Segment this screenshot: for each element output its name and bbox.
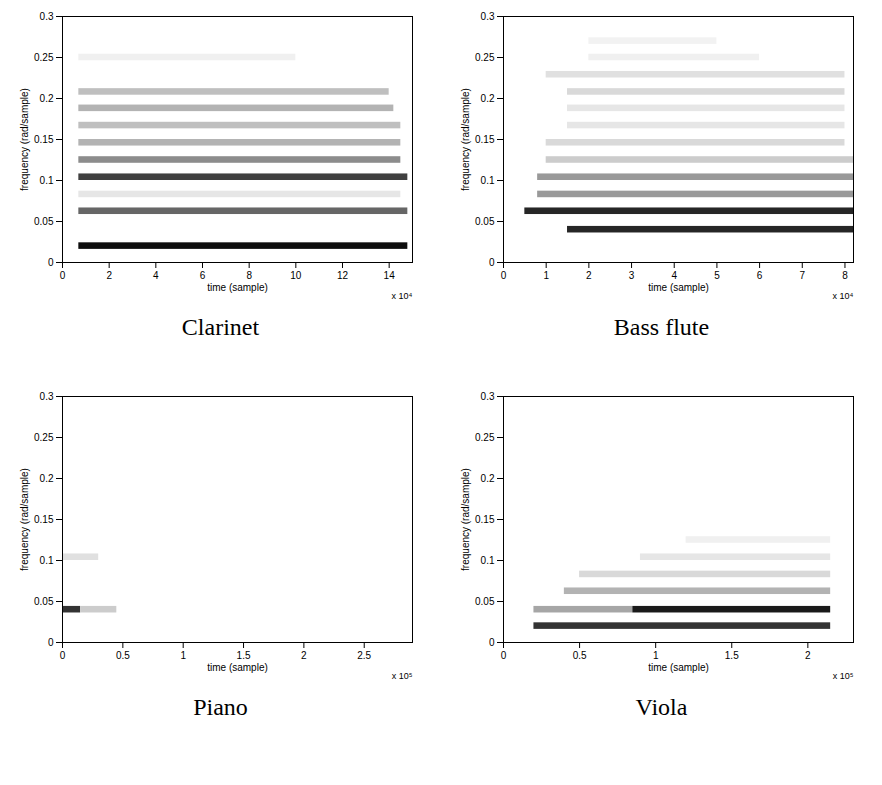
svg-text:0: 0 [59,650,65,661]
svg-text:6: 6 [756,270,762,281]
svg-text:time (sample): time (sample) [648,282,709,293]
html-text:Piano: Piano [193,694,248,720]
html-text:Bass flute: Bass flute [613,314,710,340]
svg-text:0.3: 0.3 [39,11,53,22]
svg-text:2: 2 [805,650,811,661]
svg-text:2: 2 [106,270,112,281]
svg-text:0.05: 0.05 [475,596,495,607]
svg-text:0.3: 0.3 [480,391,494,402]
svg-text:x 10⁴: x 10⁴ [391,291,412,301]
svg-text:0.2: 0.2 [480,473,494,484]
svg-text:5: 5 [714,270,720,281]
svg-text:0: 0 [47,257,53,268]
svg-text:0.5: 0.5 [115,650,129,661]
svg-text:0.25: 0.25 [34,432,54,443]
svg-text:2.5: 2.5 [357,650,371,661]
svg-text:6: 6 [199,270,205,281]
html-text:Clarinet: Clarinet [181,314,260,340]
svg-text:7: 7 [799,270,805,281]
svg-text:0.05: 0.05 [34,596,54,607]
svg-text:0: 0 [488,257,494,268]
svg-text:0.2: 0.2 [480,93,494,104]
svg-text:1.5: 1.5 [724,650,738,661]
svg-text:0.15: 0.15 [34,134,54,145]
svg-text:2: 2 [586,270,592,281]
svg-text:0.3: 0.3 [39,391,53,402]
svg-text:3: 3 [628,270,634,281]
svg-text:0: 0 [500,650,506,661]
svg-text:0.2: 0.2 [39,473,53,484]
svg-text:0.1: 0.1 [480,175,494,186]
svg-text:0.1: 0.1 [39,555,53,566]
svg-text:0.15: 0.15 [475,134,495,145]
svg-text:frequency (rad/sample): frequency (rad/sample) [459,88,470,191]
svg-text:1.5: 1.5 [236,650,250,661]
svg-text:0: 0 [47,637,53,648]
svg-text:0: 0 [59,270,65,281]
svg-text:time (sample): time (sample) [207,662,268,673]
svg-text:0.15: 0.15 [475,514,495,525]
svg-text:frequency (rad/sample): frequency (rad/sample) [18,468,29,571]
svg-text:x 10⁵: x 10⁵ [391,671,412,681]
svg-text:time (sample): time (sample) [207,282,268,293]
svg-text:frequency (rad/sample): frequency (rad/sample) [459,468,470,571]
svg-text:12: 12 [336,270,348,281]
svg-text:4: 4 [153,270,159,281]
html-text:Viola: Viola [635,694,688,720]
svg-text:0.25: 0.25 [34,52,54,63]
svg-text:8: 8 [246,270,252,281]
svg-text:8: 8 [842,270,848,281]
svg-text:0.1: 0.1 [480,555,494,566]
svg-text:0.25: 0.25 [475,432,495,443]
svg-text:0.25: 0.25 [475,52,495,63]
svg-text:x 10⁵: x 10⁵ [832,671,853,681]
svg-text:0.05: 0.05 [475,216,495,227]
svg-text:0.1: 0.1 [39,175,53,186]
svg-text:1: 1 [543,270,549,281]
svg-text:time (sample): time (sample) [648,662,709,673]
svg-text:0.5: 0.5 [572,650,586,661]
svg-text:0.2: 0.2 [39,93,53,104]
svg-text:4: 4 [671,270,677,281]
svg-text:1: 1 [652,650,658,661]
svg-text:x 10⁴: x 10⁴ [832,291,853,301]
svg-text:0.15: 0.15 [34,514,54,525]
svg-text:2: 2 [301,650,307,661]
svg-text:1: 1 [180,650,186,661]
svg-text:frequency (rad/sample): frequency (rad/sample) [18,88,29,191]
svg-text:10: 10 [290,270,302,281]
svg-text:0: 0 [488,637,494,648]
svg-text:0: 0 [500,270,506,281]
svg-text:0.3: 0.3 [480,11,494,22]
svg-text:14: 14 [383,270,395,281]
svg-text:0.05: 0.05 [34,216,54,227]
